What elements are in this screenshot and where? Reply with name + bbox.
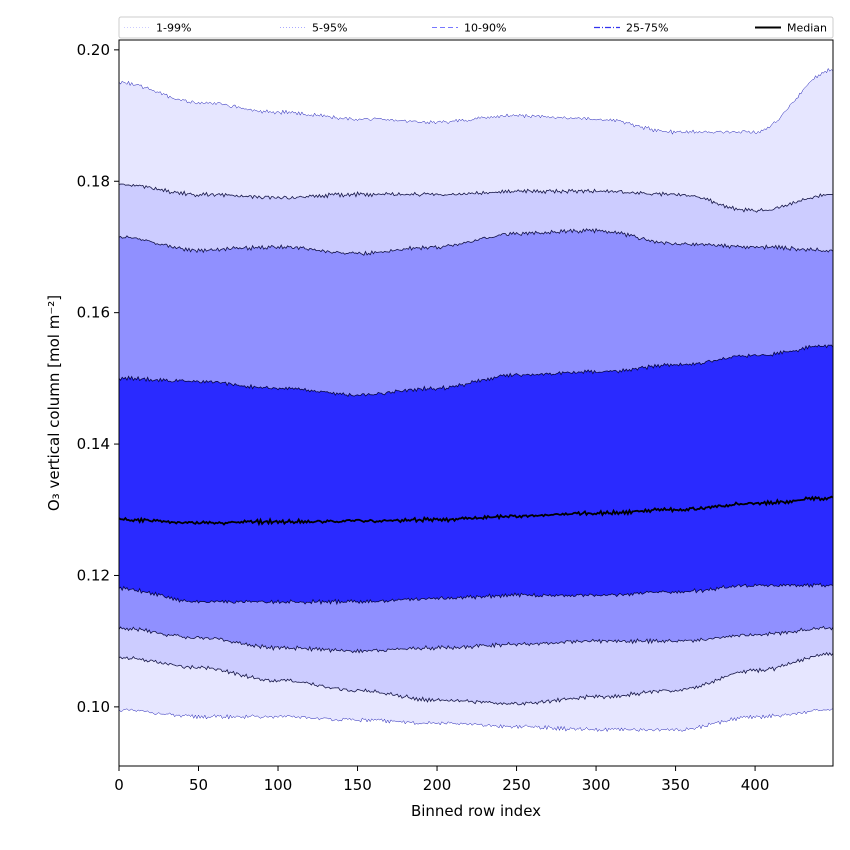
median-line — [118, 495, 834, 527]
y-axis-ticks: 0.10 0.12 0.14 0.16 0.18 0.20 — [77, 41, 119, 716]
band-edge-1-99pct-lo — [118, 708, 834, 733]
band-edge-10-90pct-hi — [118, 227, 834, 256]
y-axis-label: O₃ vertical column [mol m⁻²] — [45, 295, 63, 511]
band-edge-5-95pct-lo — [118, 651, 834, 706]
band-edge-10-90pct-lo — [118, 625, 834, 654]
plot-frame — [118, 39, 834, 767]
y-tick-label: 0.18 — [77, 172, 110, 190]
x-axis-label: Binned row index — [411, 802, 541, 820]
band-edge-5-95pct-hi — [118, 183, 834, 213]
legend-label: 10-90% — [464, 22, 506, 35]
median-line-layer — [118, 495, 834, 527]
x-tick-label: 0 — [114, 776, 124, 794]
x-tick-label: 100 — [264, 776, 293, 794]
legend-label: 25-75% — [626, 22, 668, 35]
y-tick-label: 0.12 — [77, 566, 110, 584]
band-edge-25-75pct-hi — [118, 344, 834, 397]
band-edge-1-99pct-hi — [118, 67, 834, 135]
x-tick-label: 400 — [741, 776, 770, 794]
y-tick-label: 0.20 — [77, 41, 110, 59]
legend-label: 1-99% — [156, 22, 191, 35]
x-tick-label: 350 — [661, 776, 690, 794]
band-inner-core — [119, 344, 833, 605]
x-tick-label: 250 — [502, 776, 531, 794]
x-tick-label: 150 — [343, 776, 372, 794]
percentile-bands — [119, 68, 833, 732]
x-tick-label: 200 — [423, 776, 452, 794]
legend-label: 5-95% — [312, 22, 347, 35]
band-edge-25-75pct-lo — [118, 582, 834, 606]
y-tick-label: 0.14 — [77, 435, 110, 453]
band-edge-lines — [118, 67, 834, 733]
legend-label: Median — [787, 22, 827, 35]
legend: 1-99% 5-95% 10-90% 25-75% Median — [118, 16, 834, 39]
legend-box — [118, 16, 834, 39]
y-tick-label: 0.10 — [77, 698, 110, 716]
x-axis-ticks: 0 50 100 150 200 250 300 350 400 — [114, 766, 769, 794]
x-tick-label: 300 — [582, 776, 611, 794]
y-tick-label: 0.16 — [77, 304, 110, 322]
x-tick-label: 50 — [189, 776, 208, 794]
